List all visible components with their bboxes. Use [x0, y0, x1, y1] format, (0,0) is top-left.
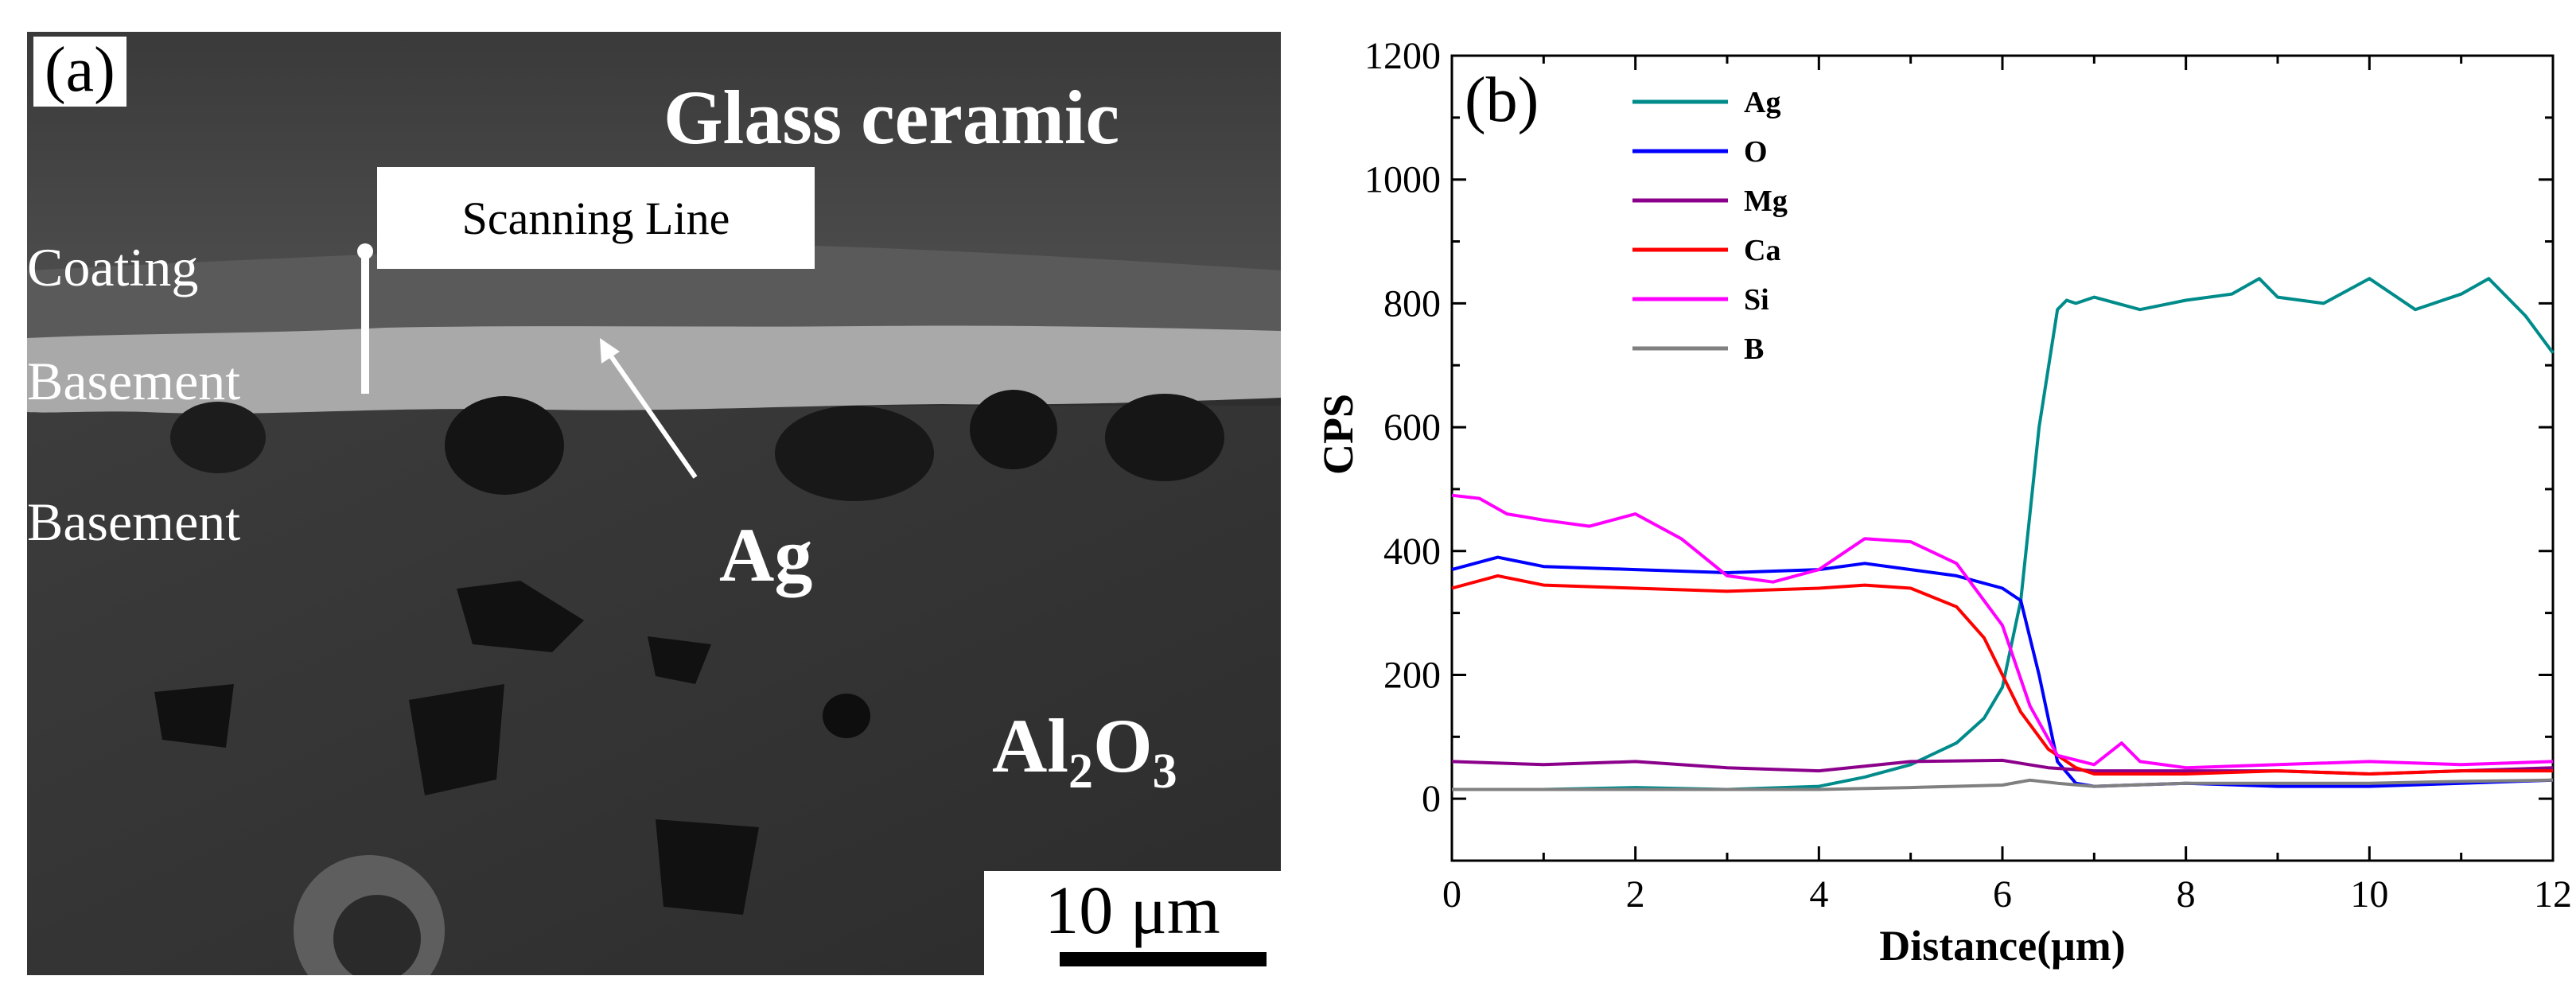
sem-image-texture: [27, 32, 1281, 975]
al2o3-label: Al2O3: [992, 708, 1177, 799]
y-tick-label: 0: [1422, 778, 1441, 820]
x-tick-label: 8: [2177, 873, 2196, 916]
basement-label-2: Basement: [27, 492, 241, 552]
scale-bar-line: [1060, 952, 1267, 966]
series-line-si: [1451, 493, 2554, 770]
x-tick-label: 10: [2350, 873, 2388, 916]
sem-micrograph: (a) Glass ceramic Scanning Line Coating …: [27, 32, 1281, 975]
x-tick-label: 0: [1442, 873, 1461, 916]
ag-label: Ag: [719, 512, 813, 597]
y-tick-label: 800: [1383, 282, 1441, 325]
glass-ceramic-boundary: [27, 243, 1281, 342]
legend-label-b: B: [1744, 332, 1764, 366]
pore-10: [823, 694, 870, 738]
y-tick-label: 1000: [1364, 159, 1441, 201]
plot-frame: [1450, 54, 2555, 862]
pore-6: [457, 581, 584, 652]
x-tick-label: 2: [1626, 873, 1645, 916]
y-tick-label: 1200: [1364, 35, 1441, 77]
x-tick-label: 12: [2534, 873, 2572, 916]
pore-2: [445, 396, 564, 495]
al2o3-sub-3: 3: [1152, 745, 1177, 799]
line-scan-chart: 0 2 4 6 8 10 12 0 200 400 600 800 1000 1200 Ag O Mg Ca Si…: [1314, 35, 2572, 970]
pore-5: [1105, 394, 1224, 481]
legend-label-si: Si: [1744, 283, 1769, 317]
legend-label-ca: Ca: [1744, 234, 1780, 267]
pore-4: [970, 390, 1057, 469]
al2o3-o: O: [1093, 703, 1153, 788]
series-line-ag: [1452, 277, 2555, 791]
y-tick-label: 200: [1383, 654, 1441, 696]
pore-8: [154, 684, 234, 748]
legend-label-o: O: [1744, 135, 1768, 169]
series-line-b: [1452, 778, 2554, 791]
coating-label: Coating: [27, 237, 199, 297]
scan-line-start-dot: [357, 243, 373, 259]
ag-arrow-line: [605, 350, 698, 479]
scale-bar-label: 10 μm: [1045, 872, 1220, 948]
al2o3-al: Al: [992, 703, 1068, 788]
al2o3-sub-2: 2: [1068, 745, 1093, 799]
series-line-ca: [1451, 573, 2553, 776]
x-axis-title: Distance(μm): [1879, 922, 2126, 970]
y-tick-label: 400: [1383, 531, 1441, 573]
ag-coating-layer: [27, 325, 1281, 414]
scanning-line-label: Scanning Line: [377, 167, 815, 269]
series-line-o: [1451, 555, 2554, 788]
particle-hole: [333, 895, 421, 975]
x-tick-label: 6: [1993, 873, 2012, 916]
legend-label-ag: Ag: [1744, 86, 1780, 119]
y-tick-label: 600: [1383, 406, 1441, 449]
legend-label-mg: Mg: [1744, 185, 1788, 218]
ag-arrow-head: [600, 338, 620, 364]
pore-7: [648, 636, 711, 684]
panel-label-b: (b): [1465, 65, 1539, 135]
glass-ceramic-label: Glass ceramic: [663, 75, 1120, 160]
basement-label-1: Basement: [27, 351, 241, 411]
pore-11: [656, 819, 759, 915]
panel-label-a: (a): [33, 37, 126, 107]
scale-bar: 10 μm: [984, 871, 1281, 975]
x-tick-label: 4: [1809, 873, 1828, 916]
y-axis-title: CPS: [1314, 394, 1362, 475]
pore-1: [170, 402, 266, 473]
pore-3: [775, 406, 934, 501]
pore-9: [409, 684, 504, 795]
